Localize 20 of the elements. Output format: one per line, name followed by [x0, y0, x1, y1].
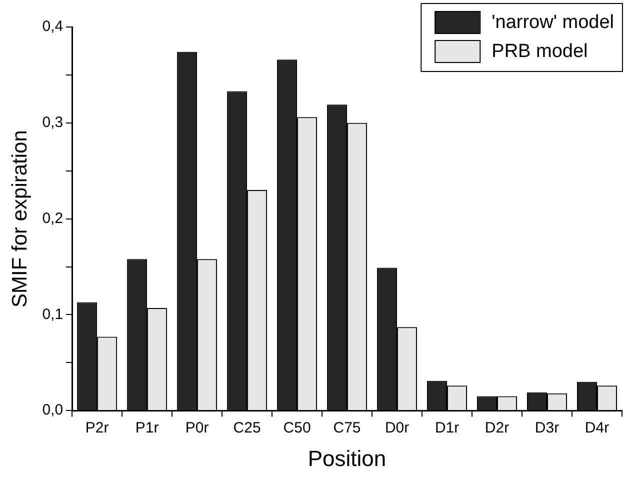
x-tick-label: P0r — [185, 420, 209, 437]
x-tick-label: C75 — [333, 420, 361, 437]
legend-label: 'narrow' model — [492, 12, 614, 34]
y-axis-title: SMIF for expiration — [8, 130, 32, 308]
y-tick-label: 0,4 — [42, 18, 64, 36]
y-tick-label: 0,3 — [42, 114, 64, 132]
x-tick-label: P1r — [135, 420, 159, 437]
x-axis-title: Position — [308, 446, 386, 471]
x-tick-label: D1r — [434, 420, 460, 437]
x-tick-label: D2r — [484, 420, 510, 437]
x-tick-label: C25 — [233, 420, 261, 437]
x-tick-label: P2r — [85, 420, 109, 437]
x-tick-label: C50 — [283, 420, 311, 437]
x-tick-label: D4r — [584, 420, 610, 437]
x-tick-label: D3r — [534, 420, 560, 437]
y-tick-label: 0,0 — [42, 402, 64, 419]
y-tick-label: 0,2 — [42, 210, 64, 227]
legend-label: PRB model — [492, 41, 588, 62]
x-tick-label: D0r — [384, 420, 410, 437]
y-tick-label: 0,1 — [42, 306, 64, 323]
